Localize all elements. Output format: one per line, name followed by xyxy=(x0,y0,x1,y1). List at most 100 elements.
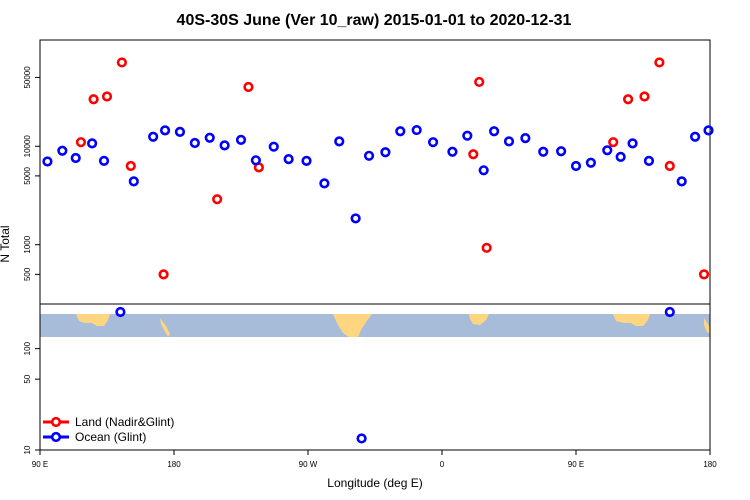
land-point xyxy=(608,137,619,148)
upper-y-tick-label: 1000 xyxy=(23,235,32,253)
map-ocean xyxy=(40,314,710,337)
ocean-point xyxy=(350,213,361,224)
map-land-new-zealand-2 xyxy=(704,318,710,334)
land-point xyxy=(116,57,127,68)
ocean-point xyxy=(283,154,294,165)
x-tick-label: 90 E xyxy=(568,460,584,469)
ocean-point xyxy=(489,126,500,137)
ocean-point xyxy=(334,136,345,147)
land-point xyxy=(243,81,254,93)
upper-y-tick-label: 500 xyxy=(23,267,32,281)
ocean-point xyxy=(319,178,330,189)
ocean-point xyxy=(427,137,439,148)
ocean-point xyxy=(57,145,68,156)
ocean-point xyxy=(395,126,406,137)
land-point xyxy=(639,91,650,102)
ocean-point xyxy=(503,136,515,147)
ocean-point xyxy=(411,124,422,136)
legend-land: Land (Nadir&Glint) xyxy=(43,415,174,429)
upper-y-tick-label: 10000 xyxy=(23,135,32,158)
ocean-point xyxy=(128,176,139,187)
chart-title: 40S-30S June (Ver 10_raw) 2015-01-01 to … xyxy=(177,12,572,29)
upper-points xyxy=(42,57,714,280)
ocean-point xyxy=(204,132,215,143)
land-point xyxy=(654,57,665,68)
land-point xyxy=(474,76,485,88)
lower-y-tick-label: 100 xyxy=(23,341,32,355)
map-land-australia-2 xyxy=(613,314,650,326)
lower-panel: 10 50 100 xyxy=(23,303,711,454)
ocean-point xyxy=(363,150,375,161)
legend-ocean-marker xyxy=(50,431,62,443)
upper-y-tick-label: 50000 xyxy=(23,66,32,89)
ocean-point xyxy=(615,151,626,162)
legend-ocean: Ocean (Glint) xyxy=(43,430,146,444)
land-point xyxy=(468,149,479,160)
x-tick-label: 90 E xyxy=(32,460,48,469)
ocean-point xyxy=(219,140,230,151)
world-map-strip xyxy=(40,314,710,337)
x-tick-label: 180 xyxy=(703,460,717,469)
ocean-point xyxy=(42,156,53,167)
lower-points xyxy=(115,306,675,444)
ocean-point xyxy=(250,155,261,166)
ocean-point xyxy=(570,160,582,172)
ocean-point xyxy=(520,133,531,144)
map-land-africa xyxy=(469,314,489,325)
ocean-lower-point xyxy=(356,433,367,444)
ocean-point xyxy=(148,131,159,142)
lower-y-axis: 10 50 100 xyxy=(23,341,40,454)
ocean-point xyxy=(87,138,98,149)
x-axis-label: Longitude (deg E) xyxy=(327,476,422,490)
land-point xyxy=(212,194,223,205)
ocean-point xyxy=(690,131,701,142)
legend-land-label: Land (Nadir&Glint) xyxy=(75,415,174,429)
map-land-new-zealand xyxy=(160,318,170,337)
map-land-south-america xyxy=(333,314,372,337)
upper-panel: 500 1000 5000 10000 50000 xyxy=(23,39,714,305)
ocean-point xyxy=(627,138,638,149)
map-land-australia xyxy=(76,314,110,326)
land-point xyxy=(664,160,675,172)
land-point xyxy=(158,269,169,280)
upper-y-axis: 500 1000 5000 10000 50000 xyxy=(23,66,40,281)
legend-land-marker xyxy=(50,416,62,428)
legend: Land (Nadir&Glint) Ocean (Glint) xyxy=(43,415,174,444)
land-point xyxy=(698,269,710,280)
upper-y-tick-label: 5000 xyxy=(23,166,32,184)
x-axis: 90 E 180 90 W 0 90 E 180 xyxy=(32,450,717,469)
land-point xyxy=(481,242,492,253)
ocean-point xyxy=(478,165,489,176)
ocean-point xyxy=(301,155,312,167)
upper-plot-frame xyxy=(39,39,711,305)
ocean-lower-point xyxy=(664,306,675,318)
ocean-point xyxy=(585,157,596,168)
ocean-lower-point xyxy=(115,306,126,318)
ocean-point xyxy=(380,147,391,158)
ocean-point xyxy=(703,125,714,136)
land-point xyxy=(101,91,113,102)
land-point xyxy=(623,94,634,105)
ocean-point xyxy=(447,146,458,157)
ocean-point xyxy=(643,155,655,167)
legend-ocean-label: Ocean (Glint) xyxy=(75,430,146,444)
ocean-point xyxy=(538,146,549,157)
x-tick-label: 90 W xyxy=(299,460,318,469)
lower-plot-frame xyxy=(39,303,711,451)
land-point xyxy=(125,160,136,172)
y-axis-label: N Total xyxy=(0,225,12,262)
ocean-point xyxy=(70,152,81,164)
x-tick-label: 0 xyxy=(440,460,445,469)
ocean-point xyxy=(98,155,110,167)
ocean-point xyxy=(462,130,473,141)
x-tick-label: 180 xyxy=(167,460,181,469)
ocean-point xyxy=(174,126,186,137)
ocean-point xyxy=(268,141,279,152)
ocean-point xyxy=(235,134,247,146)
ocean-point xyxy=(189,137,200,149)
land-point xyxy=(88,94,99,105)
ocean-point xyxy=(556,146,567,157)
lower-y-tick-label: 10 xyxy=(23,445,32,454)
ocean-point xyxy=(159,125,171,136)
